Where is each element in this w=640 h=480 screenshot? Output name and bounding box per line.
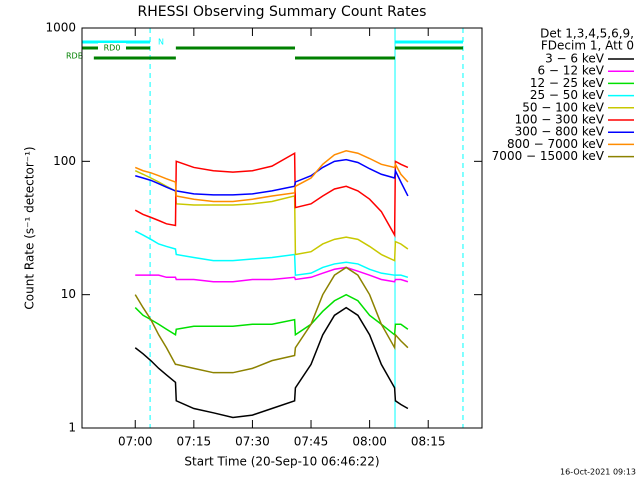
x-tick-label: 07:30 xyxy=(235,435,270,449)
y-tick-label: 1000 xyxy=(45,21,76,35)
legend-label: 6 − 12 keV xyxy=(537,64,604,78)
series-line xyxy=(135,158,409,197)
flag-label: RDB xyxy=(66,52,83,61)
legend-label: 50 − 100 keV xyxy=(522,100,605,114)
plot-frame xyxy=(81,27,483,429)
x-tick-label: 08:00 xyxy=(352,435,387,449)
legend-label: 800 − 7000 keV xyxy=(507,137,605,151)
legend-label: 12 − 25 keV xyxy=(530,76,605,90)
flag-label-bg xyxy=(98,43,126,53)
x-tick-label: 08:15 xyxy=(411,435,446,449)
legend-label: 100 − 300 keV xyxy=(515,113,605,127)
legend-label: 300 − 800 keV xyxy=(515,125,605,139)
series-line xyxy=(134,230,409,279)
y-tick-label: 100 xyxy=(53,154,76,168)
footer: 16-Oct-2021 09:13 xyxy=(560,468,636,477)
x-axis-label: Start Time (20-Sep-10 06:46:22) xyxy=(184,455,379,469)
x-tick-label: 07:45 xyxy=(294,435,329,449)
y-tick-label: 10 xyxy=(61,287,76,301)
series-line xyxy=(135,266,409,283)
legend-label: 3 − 6 keV xyxy=(545,52,605,66)
flag-label: N xyxy=(158,38,164,47)
y-tick-label: 1 xyxy=(68,421,76,435)
legend-label: 25 − 50 keV xyxy=(530,88,605,102)
x-tick-label: 07:15 xyxy=(177,435,212,449)
series-line xyxy=(134,151,409,238)
legend-header: FDecim 1, Att 0 xyxy=(541,39,634,53)
x-tick-label: 07:00 xyxy=(118,435,153,449)
legend-header: Det 1,3,4,5,6,9, xyxy=(540,27,634,41)
legend-label: 7000 − 15000 keV xyxy=(492,149,605,163)
series-line xyxy=(134,149,409,203)
y-axis-label: Count Rate (s⁻¹ detector⁻¹) xyxy=(23,146,37,309)
chart-title: RHESSI Observing Summary Count Rates xyxy=(138,4,427,20)
flag-label: RD0 xyxy=(104,44,121,53)
series-line xyxy=(134,266,409,374)
series-line xyxy=(134,306,409,419)
